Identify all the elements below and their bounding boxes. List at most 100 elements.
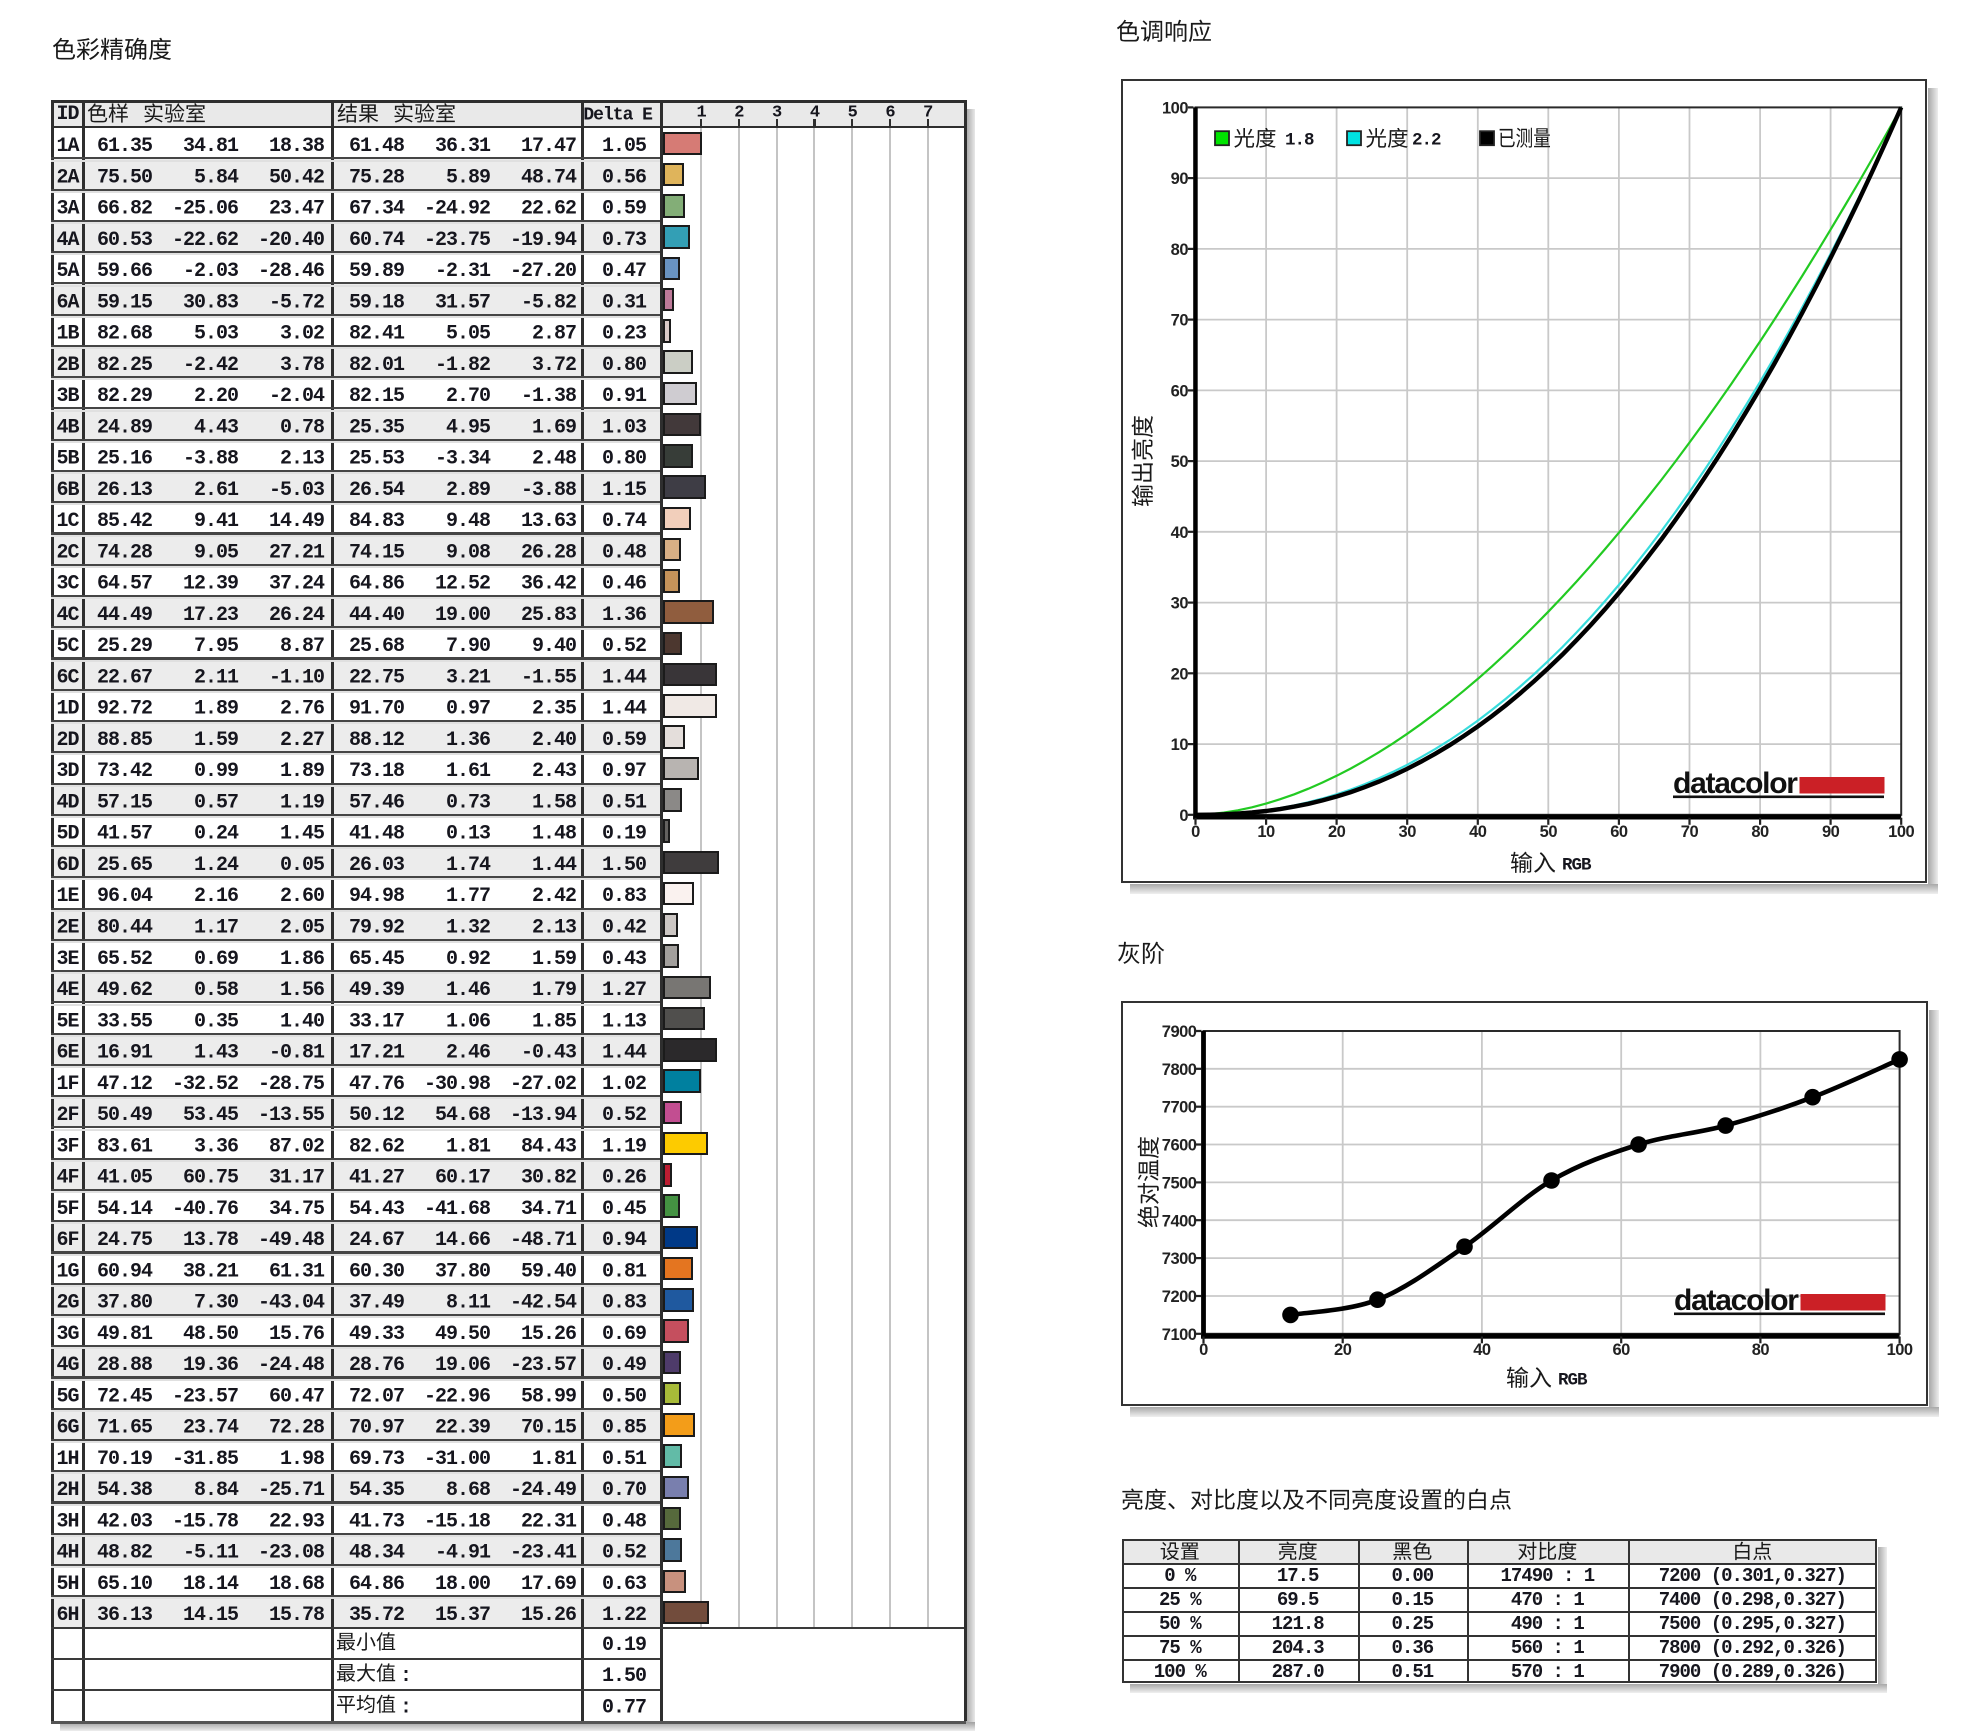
- svg-text:-2.31: -2.31: [435, 260, 491, 283]
- svg-text:2.43: 2.43: [532, 760, 576, 783]
- svg-text:31.17: 31.17: [269, 1167, 324, 1190]
- svg-text:41.57: 41.57: [97, 823, 152, 846]
- svg-text:0.97: 0.97: [602, 760, 646, 783]
- svg-text:59.66: 59.66: [97, 260, 152, 283]
- svg-text:34.75: 34.75: [269, 1198, 324, 1221]
- svg-text:23.74: 23.74: [183, 1417, 239, 1440]
- svg-text:0.56: 0.56: [602, 166, 646, 189]
- svg-text:75.50: 75.50: [97, 166, 152, 189]
- svg-text:48.34: 48.34: [349, 1542, 405, 1565]
- svg-text:80: 80: [1752, 1341, 1770, 1359]
- svg-text:-24.48: -24.48: [258, 1354, 324, 1377]
- svg-text:48.50: 48.50: [183, 1323, 238, 1346]
- svg-text:0.51: 0.51: [602, 791, 647, 814]
- svg-text:1G: 1G: [56, 1260, 79, 1283]
- svg-text:1.61: 1.61: [446, 760, 491, 783]
- svg-text:1.44: 1.44: [602, 698, 647, 721]
- svg-text:87.02: 87.02: [269, 1135, 324, 1158]
- svg-text:1.77: 1.77: [446, 885, 490, 908]
- svg-text:73.42: 73.42: [97, 760, 152, 783]
- svg-text:0.49: 0.49: [602, 1354, 646, 1377]
- svg-text:7500: 7500: [1162, 1174, 1197, 1192]
- svg-text:0.47: 0.47: [602, 260, 646, 283]
- svg-text:65.10: 65.10: [97, 1573, 152, 1596]
- svg-text:34.81: 34.81: [183, 135, 239, 158]
- svg-text:23.47: 23.47: [269, 198, 324, 221]
- svg-text:33.55: 33.55: [97, 1010, 152, 1033]
- svg-text:-48.71: -48.71: [510, 1229, 577, 1252]
- svg-text:36.31: 36.31: [435, 135, 491, 158]
- svg-text:0.73: 0.73: [446, 791, 490, 814]
- svg-text:570 : 1: 570 : 1: [1511, 1661, 1584, 1683]
- svg-text:3G: 3G: [56, 1323, 79, 1346]
- svg-text:37.49: 37.49: [349, 1292, 404, 1315]
- svg-text:22.31: 22.31: [521, 1510, 577, 1533]
- svg-text:0.77: 0.77: [602, 1697, 646, 1720]
- svg-text:0.80: 0.80: [602, 448, 646, 471]
- svg-text:1.44: 1.44: [532, 854, 577, 877]
- svg-text:3D: 3D: [56, 760, 79, 783]
- svg-text:18.38: 18.38: [269, 135, 324, 158]
- svg-text:66.82: 66.82: [97, 198, 152, 221]
- svg-text:26.03: 26.03: [349, 854, 404, 877]
- svg-text:5A: 5A: [56, 260, 79, 283]
- svg-text:1: 1: [696, 104, 706, 123]
- svg-text:3.72: 3.72: [532, 354, 576, 377]
- svg-text:-22.62: -22.62: [172, 229, 238, 252]
- svg-text:-23.75: -23.75: [424, 229, 490, 252]
- svg-text:1.50: 1.50: [602, 1665, 646, 1688]
- svg-text:60: 60: [1612, 1341, 1630, 1359]
- svg-text:9.48: 9.48: [446, 510, 490, 533]
- svg-text:7400 (0.298,0.327): 7400 (0.298,0.327): [1659, 1589, 1846, 1611]
- svg-text:2C: 2C: [56, 541, 79, 564]
- svg-text:59.15: 59.15: [97, 291, 152, 314]
- svg-text:4D: 4D: [56, 791, 79, 814]
- svg-text:-31.85: -31.85: [172, 1448, 238, 1471]
- svg-text:20: 20: [1328, 823, 1346, 841]
- svg-text:7200 (0.301,0.327): 7200 (0.301,0.327): [1659, 1565, 1846, 1587]
- svg-text:41.73: 41.73: [349, 1510, 404, 1533]
- svg-text:-0.43: -0.43: [521, 1042, 576, 1065]
- svg-text:12.52: 12.52: [435, 573, 490, 596]
- svg-text:0.81: 0.81: [602, 1260, 647, 1283]
- svg-text:2.05: 2.05: [280, 917, 324, 940]
- svg-text:1.45: 1.45: [280, 823, 324, 846]
- svg-text:490 : 1: 490 : 1: [1511, 1613, 1584, 1635]
- svg-text:5H: 5H: [56, 1573, 78, 1596]
- svg-text:40: 40: [1171, 524, 1189, 542]
- svg-text:100 %: 100 %: [1154, 1661, 1208, 1683]
- svg-text:1.8: 1.8: [1285, 131, 1314, 151]
- svg-text:100: 100: [1888, 823, 1914, 841]
- svg-text:7500 (0.295,0.327): 7500 (0.295,0.327): [1659, 1613, 1846, 1635]
- svg-text:54.35: 54.35: [349, 1479, 404, 1502]
- svg-text:0.13: 0.13: [446, 823, 490, 846]
- svg-text:4E: 4E: [56, 979, 79, 1002]
- svg-text:84.83: 84.83: [349, 510, 404, 533]
- svg-text:4H: 4H: [56, 1542, 78, 1565]
- svg-text:25.68: 25.68: [349, 635, 404, 658]
- svg-text:-2.04: -2.04: [269, 385, 325, 408]
- svg-text:1A: 1A: [56, 135, 79, 158]
- svg-text:75 %: 75 %: [1159, 1637, 1202, 1659]
- svg-text:69.5: 69.5: [1277, 1589, 1319, 1611]
- svg-text:1D: 1D: [56, 698, 79, 721]
- svg-text:49.81: 49.81: [97, 1323, 153, 1346]
- svg-text:0.51: 0.51: [602, 1448, 647, 1471]
- svg-text:6C: 6C: [56, 666, 79, 689]
- svg-text:1.24: 1.24: [194, 854, 239, 877]
- svg-text:7200: 7200: [1162, 1288, 1197, 1306]
- svg-text:27.21: 27.21: [269, 541, 325, 564]
- svg-text:69.73: 69.73: [349, 1448, 404, 1471]
- svg-text:5.03: 5.03: [194, 323, 238, 346]
- svg-text:60.17: 60.17: [435, 1167, 490, 1190]
- svg-text:50.12: 50.12: [349, 1104, 404, 1127]
- svg-text:0.45: 0.45: [602, 1198, 646, 1221]
- svg-text:-20.40: -20.40: [258, 229, 324, 252]
- svg-text:0.91: 0.91: [602, 385, 647, 408]
- svg-text:50 %: 50 %: [1159, 1613, 1202, 1635]
- svg-text:1.58: 1.58: [532, 791, 576, 814]
- svg-text:0.36: 0.36: [1392, 1637, 1434, 1659]
- svg-text:74.15: 74.15: [349, 541, 404, 564]
- svg-text:20: 20: [1334, 1341, 1352, 1359]
- svg-text:-24.92: -24.92: [424, 198, 490, 221]
